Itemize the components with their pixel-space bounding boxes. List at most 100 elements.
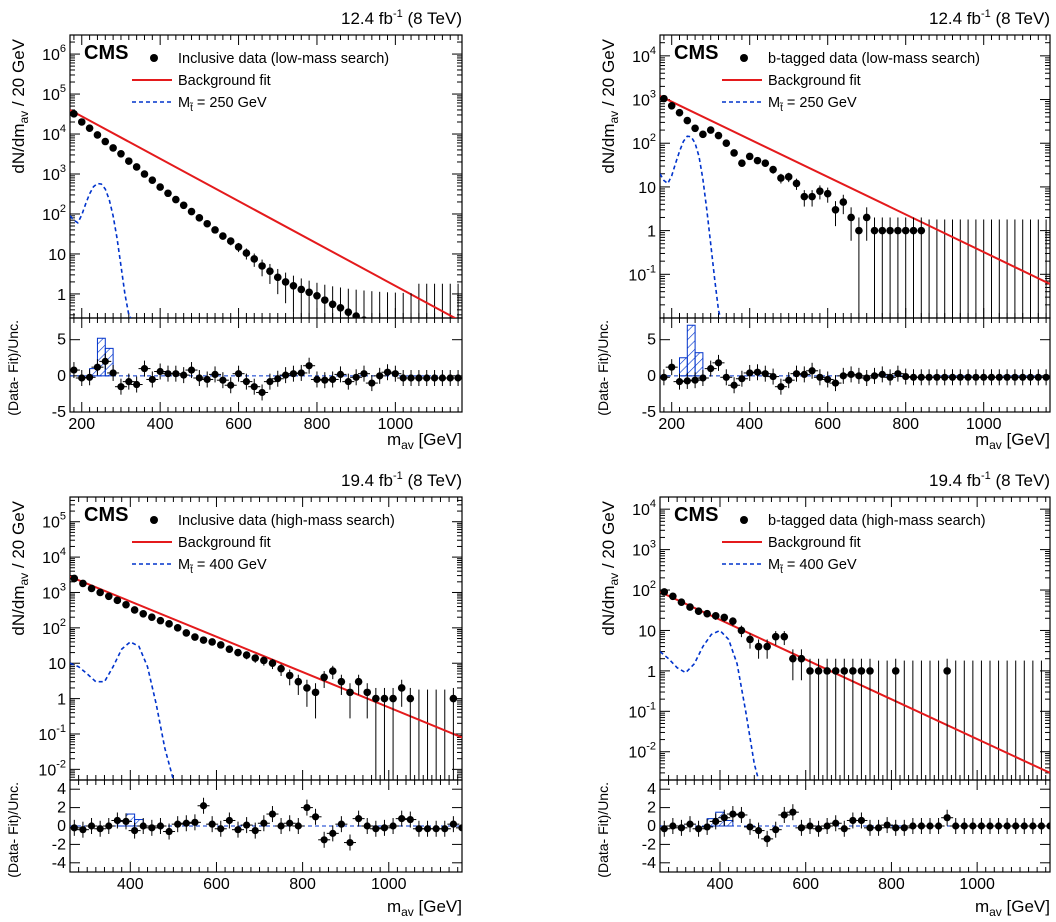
ratio-point [156, 367, 164, 376]
data-point [372, 694, 380, 703]
data-point [234, 648, 242, 657]
cms-label: CMS [84, 504, 128, 526]
ratio-point [878, 370, 886, 378]
data-point [660, 588, 669, 596]
data-point [745, 152, 754, 161]
ratio-point [199, 802, 208, 810]
ratio-point [720, 814, 728, 822]
data-point [211, 226, 219, 234]
ratio-points [660, 804, 1050, 847]
data-point [808, 192, 816, 201]
legend-signal-label: Mt̃ = 250 GeV [178, 95, 267, 114]
ratio-plot-frame [659, 317, 1051, 413]
ratio-point [1026, 373, 1035, 381]
data-point [226, 237, 235, 245]
data-point [132, 163, 141, 171]
x-tick-label: 1000 [966, 416, 1002, 433]
panel-top-left: 200 400 600 800 1000 1 10 102 103 104 105 106 -5 0 5 CM… [5, 8, 463, 452]
ratio-point [902, 372, 910, 381]
ratio-y-tick-label: 0 [647, 368, 656, 385]
legend-data-label: b-tagged data (high-mass search) [768, 513, 986, 529]
data-point [789, 654, 797, 663]
data-point [686, 603, 694, 611]
ratio-point [101, 357, 109, 365]
data-point [753, 156, 762, 165]
data-point [344, 308, 353, 316]
y-tick-label: 103 [632, 89, 656, 110]
y-axis-title: dN/dmav / 20 GeV [9, 38, 31, 173]
data-point [384, 326, 392, 334]
legend-data-marker [150, 516, 158, 524]
data-point [294, 677, 303, 686]
ratio-point [866, 824, 874, 832]
ratio-point [286, 819, 294, 827]
ratio-point [894, 370, 902, 378]
data-point [125, 157, 133, 165]
data-point [85, 124, 94, 132]
background-fit-line [660, 95, 1050, 285]
data-point [763, 642, 771, 651]
ratio-y-tick-label: -2 [52, 836, 66, 853]
ratio-point [668, 363, 676, 371]
ratio-point [1003, 822, 1011, 830]
data-point [336, 303, 345, 312]
data-point [79, 579, 87, 588]
data-point [677, 598, 686, 606]
ratio-point [182, 819, 190, 827]
y-tick-label: 1 [57, 287, 66, 304]
ratio-point [274, 375, 282, 383]
x-tick-label: 800 [304, 416, 331, 433]
ratio-point [808, 367, 816, 375]
ratio-point [660, 825, 668, 833]
ratio-point [777, 383, 785, 391]
data-point [816, 187, 824, 195]
legend-data-label: b-tagged data (low-mass search) [768, 51, 980, 67]
ratio-point [722, 373, 730, 381]
data-point [669, 592, 677, 601]
y-tick-label: 102 [632, 579, 656, 600]
ratio-point [423, 374, 431, 382]
ratio-point [172, 370, 180, 378]
x-tick-label: 1000 [378, 416, 414, 433]
data-point [297, 285, 306, 294]
ratio-point [1029, 822, 1037, 830]
background-fit-line [660, 590, 1050, 774]
ratio-point [438, 374, 446, 382]
lumi-label: 12.4 fb-1 (8 TeV) [929, 8, 1050, 28]
signal-ratio-bar [694, 352, 704, 377]
ratio-y-tick-label: 2 [647, 800, 656, 817]
ratio-point [763, 835, 771, 843]
data-point [242, 249, 251, 257]
ratio-point [683, 377, 691, 385]
ratio-point [225, 816, 233, 825]
ratio-point [737, 811, 746, 819]
ratio-point [260, 819, 268, 827]
data-point [780, 632, 789, 641]
data-point [389, 694, 397, 703]
signal-curve [660, 135, 722, 318]
data-point [831, 205, 840, 214]
data-point [800, 192, 809, 201]
ratio-point [243, 821, 251, 829]
data-point [857, 667, 866, 675]
data-point [273, 273, 282, 282]
data-point [777, 174, 785, 182]
ratio-point [139, 822, 147, 830]
ratio-point [814, 825, 823, 833]
ratio-point [174, 820, 182, 828]
ratio-point [191, 818, 199, 826]
legend-fit-label: Background fit [178, 73, 271, 89]
background-fit-line [70, 575, 462, 739]
data-point [691, 124, 699, 133]
y-tick-label: 10-2 [628, 741, 656, 762]
data-point [831, 667, 840, 675]
data-point [96, 588, 104, 597]
ratio-point [917, 373, 925, 381]
ratio-point [712, 817, 720, 826]
ratio-point [406, 815, 414, 824]
data-point [784, 173, 793, 181]
legend-signal-label: Mt̃ = 400 GeV [178, 557, 267, 576]
y-tick-label: 10 [48, 656, 66, 673]
data-point [823, 189, 832, 198]
